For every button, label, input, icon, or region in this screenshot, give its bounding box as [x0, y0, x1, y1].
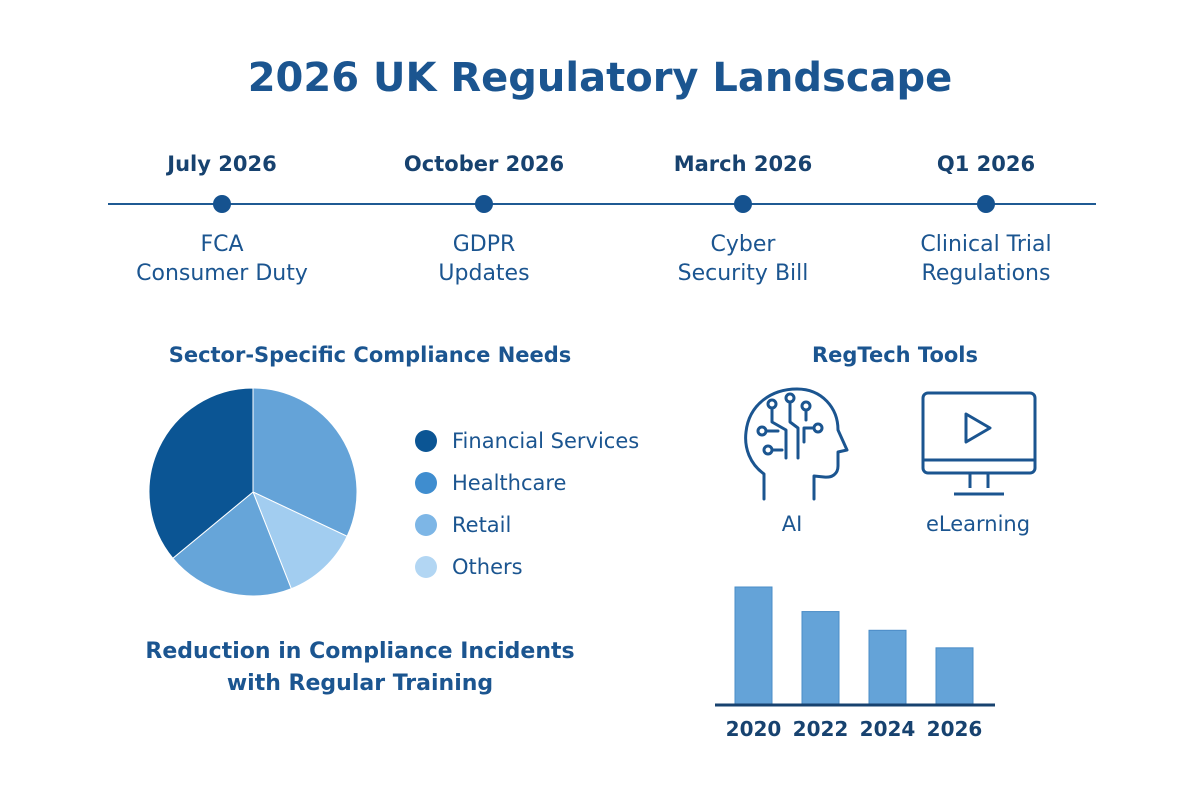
- legend-label: Others: [452, 555, 523, 579]
- timeline-date: Q1 2026: [936, 152, 1036, 176]
- timeline-line: [108, 203, 1096, 205]
- legend-label: Financial Services: [452, 429, 640, 453]
- tool-label-elearning: eLearning: [925, 512, 1031, 536]
- timeline-event: GDPR Updates: [364, 230, 604, 288]
- reduction-title: Reduction in Compliance Incidents with R…: [120, 636, 600, 700]
- sector-title: Sector-Specific Compliance Needs: [168, 343, 572, 367]
- legend-item: Financial Services: [415, 426, 639, 456]
- timeline-event: FCA Consumer Duty: [102, 230, 342, 288]
- timeline-event: Cyber Security Bill: [623, 230, 863, 288]
- bar-tick-label: 2026: [927, 717, 983, 741]
- legend-swatch: [415, 514, 437, 536]
- timeline-marker: [734, 195, 752, 213]
- pie-slice-retail: [172, 491, 292, 597]
- page-title: 2026 UK Regulatory Landscape: [247, 55, 953, 101]
- pie-slice-healthcare: [252, 387, 358, 537]
- legend-item: Retail: [415, 510, 511, 540]
- timeline-date: July 2026: [167, 152, 277, 176]
- timeline-date: March 2026: [673, 152, 813, 176]
- reduction-title-line1: Reduction in Compliance Incidents: [145, 639, 575, 664]
- legend-swatch: [415, 472, 437, 494]
- bar-tick-label: 2024: [860, 717, 916, 741]
- event-line1: Clinical Trial: [920, 232, 1052, 257]
- tool-label-ai: AI: [781, 512, 803, 536]
- pie-slice-financial-services: [148, 387, 254, 559]
- timeline-marker: [213, 195, 231, 213]
- legend-label: Retail: [452, 513, 512, 537]
- event-line1: Cyber: [710, 232, 776, 257]
- legend-swatch: [415, 556, 437, 578]
- event-line2: Consumer Duty: [136, 261, 308, 286]
- timeline-event: Clinical Trial Regulations: [866, 230, 1106, 288]
- legend-swatch: [415, 430, 437, 452]
- regtech-title: RegTech Tools: [811, 343, 979, 367]
- bar-2026: [935, 647, 974, 705]
- pie-slice-others: [252, 491, 348, 590]
- event-line2: Security Bill: [677, 261, 809, 286]
- legend-label: Healthcare: [452, 471, 567, 495]
- monitor-play-icon: [921, 391, 1037, 496]
- timeline-marker: [475, 195, 493, 213]
- bar-tick-label: 2022: [793, 717, 849, 741]
- event-line1: GDPR: [452, 232, 516, 257]
- legend-item: Healthcare: [415, 468, 566, 498]
- event-line1: FCA: [200, 232, 244, 257]
- reduction-title-line2: with Regular Training: [226, 671, 494, 696]
- legend-item: Others: [415, 552, 523, 582]
- bar-2024: [868, 629, 907, 705]
- incidents-bar-chart: 2020 2022 2024 2026: [715, 586, 995, 741]
- event-line2: Regulations: [921, 261, 1051, 286]
- sector-pie-chart: [148, 387, 358, 597]
- bar-2022: [801, 611, 840, 705]
- event-line2: Updates: [438, 261, 530, 286]
- ai-head-circuit-icon: [744, 387, 849, 501]
- timeline-marker: [977, 195, 995, 213]
- bar-2020: [734, 586, 773, 705]
- timeline-date: October 2026: [403, 152, 565, 176]
- bar-tick-label: 2020: [726, 717, 782, 741]
